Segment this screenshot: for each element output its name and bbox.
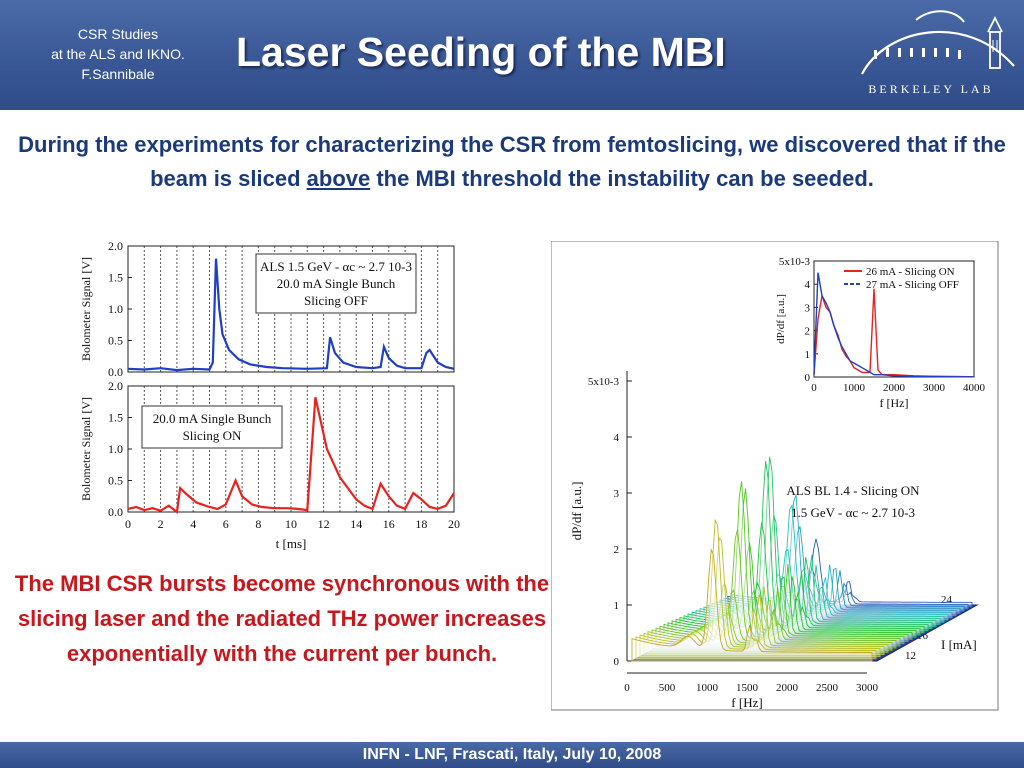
conclusion-paragraph: The MBI CSR bursts become synchronous wi… (14, 571, 550, 666)
intro-emphasis: above (306, 166, 371, 191)
y-tick-label: 4 (614, 432, 620, 444)
slide-footer: INFN - LNF, Frascati, Italy, July 10, 20… (0, 742, 1024, 768)
y-tick-label: 0.5 (108, 474, 123, 488)
x-tick-label: 10 (285, 517, 297, 531)
legend-label: 26 mA - Slicing ON (866, 266, 955, 278)
x-tick-label: 2500 (816, 682, 839, 694)
x-tick-label: 20 (448, 517, 460, 531)
x-tick-label: 2000 (776, 682, 799, 694)
header-subtitle-line: F.Sannibale (81, 66, 155, 82)
y-tick-label: 1.0 (108, 302, 123, 316)
y-tick-label: 0.5 (108, 334, 123, 348)
x-tick-label: 16 (383, 517, 395, 531)
waterfall-trace (631, 548, 873, 662)
x-axis-label: f [Hz] (731, 695, 762, 710)
z-axis-label: I [mA] (941, 637, 977, 652)
y-tick-label: 1.5 (108, 271, 123, 285)
x-tick-label: 0 (125, 517, 131, 531)
inset-background (764, 251, 986, 427)
y-tick-label: 2 (805, 326, 811, 338)
y-tick-label: 3 (614, 488, 620, 500)
x-axis-label: t [ms] (276, 536, 307, 551)
y-tick-label: 0.0 (108, 505, 123, 519)
y-tick-label: 1.5 (108, 411, 123, 425)
y-tick-label: 4 (805, 279, 811, 291)
intro-paragraph: During the experiments for characterizin… (12, 128, 1012, 196)
inset-spectrum-plot: 0 1 2 3 4 5x10-3 0 1000 2000 3000 4000 f [Hz] dP/df … (764, 251, 986, 427)
y-tick-label: 1 (805, 349, 811, 361)
x-tick-label: 12 (318, 517, 330, 531)
z-tick-label: 12 (905, 650, 916, 662)
chart-slicing-off: 0.0 0.5 1.0 1.5 2.0 ALS 1.5 GeV - αc ~ 2.7 10… (79, 239, 455, 379)
z-tick-label: 16 (917, 630, 929, 642)
slide-title: Laser Seeding of the MBI (236, 29, 726, 75)
header-subtitle-line: CSR Studies (77, 26, 159, 42)
x-tick-label: 3000 (856, 682, 879, 694)
x-tick-label: 2000 (883, 382, 906, 394)
y-tick-label: 0 (805, 372, 811, 384)
annotation-text: Slicing ON (183, 428, 242, 443)
y-tick-label: 5x10-3 (779, 256, 811, 268)
annotation-text: Slicing OFF (304, 293, 368, 308)
legend-label: 27 mA - Slicing OFF (866, 279, 959, 291)
x-tick-label: 4 (190, 517, 196, 531)
x-tick-label: 1000 (843, 382, 866, 394)
x-tick-label: 1500 (736, 682, 759, 694)
y-axis-label: Bolometer Signal [V] (79, 257, 93, 361)
berkeley-lab-logo-icon (861, 10, 1015, 75)
x-axis-label: f [Hz] (880, 396, 909, 410)
chart-slicing-on: 0.0 0.5 1.0 1.5 2.0 20.0 mA Single Bunch Slici… (79, 379, 460, 551)
y-tick-label: 2.0 (108, 379, 123, 393)
inset-frame (813, 260, 975, 378)
annotation-text: 20.0 mA Single Bunch (153, 411, 272, 426)
berkeley-lab-logo: BERKELEY LAB (856, 8, 1020, 104)
z-tick-label: 24 (941, 594, 953, 606)
x-tick-label: 0 (811, 382, 817, 394)
y-axis-label: Bolometer Signal [V] (79, 397, 93, 501)
x-tick-label: 2 (158, 517, 164, 531)
annotation-text: 1.5 GeV - αc ~ 2.7 10-3 (791, 505, 915, 520)
y-tick-label: 5x10-3 (588, 376, 620, 388)
trace-line (127, 258, 455, 372)
x-tick-label: 18 (415, 517, 427, 531)
slide-header: CSR Studies at the ALS and IKNO. F.Sanni… (0, 0, 1024, 110)
x-tick-label: 8 (255, 517, 261, 531)
x-tick-label: 4000 (963, 382, 986, 394)
x-tick-label: 500 (659, 682, 676, 694)
y-axis-label: dP/df [a.u.] (775, 294, 787, 344)
x-tick-label: 0 (624, 682, 630, 694)
y-tick-label: 0 (614, 656, 620, 668)
spectrum-line (813, 272, 974, 378)
y-tick-label: 1.0 (108, 442, 123, 456)
x-tick-label: 1000 (696, 682, 719, 694)
intro-text: During the experiments for characterizin… (18, 132, 1006, 191)
y-tick-label: 0.0 (108, 365, 123, 379)
y-tick-label: 3 (805, 302, 811, 314)
annotation-box (255, 253, 417, 314)
annotation-text: ALS BL 1.4 - Slicing ON (786, 483, 920, 498)
annotation-box (141, 405, 283, 449)
logo-text: BERKELEY LAB (868, 82, 994, 96)
x-tick-label: 3000 (923, 382, 946, 394)
y-axis-label: dP/df [a.u.] (569, 482, 584, 541)
bolometer-charts: 0.0 0.5 1.0 1.5 2.0 ALS 1.5 GeV - αc ~ 2.7 10… (74, 236, 474, 556)
x-tick-label: 6 (223, 517, 229, 531)
trace-line (127, 397, 455, 515)
y-tick-label: 2.0 (108, 239, 123, 253)
x-tick-label: 14 (350, 517, 362, 531)
y-tick-label: 1 (614, 600, 620, 612)
header-subtitle-line: at the ALS and IKNO. (51, 46, 185, 62)
y-tick-label: 2 (614, 544, 620, 556)
annotation-text: 20.0 mA Single Bunch (277, 276, 396, 291)
annotation-text: ALS 1.5 GeV - αc ~ 2.7 10-3 (260, 259, 412, 274)
intro-text-end: the MBI threshold the instability can be… (370, 166, 874, 191)
header-subtitle: CSR Studies at the ALS and IKNO. F.Sanni… (18, 24, 218, 84)
